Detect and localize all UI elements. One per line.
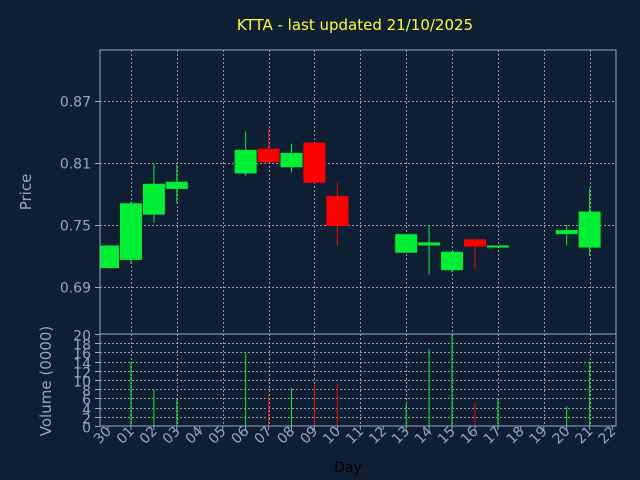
price-tick-label: 0.87 bbox=[60, 95, 91, 111]
volume-tick-label: 20 bbox=[73, 329, 91, 345]
volume-tick-label: 10 bbox=[73, 375, 91, 391]
candle-body bbox=[578, 211, 601, 248]
candle-body bbox=[555, 230, 578, 235]
candles bbox=[100, 129, 601, 275]
candle-body bbox=[165, 181, 188, 189]
candle-body bbox=[395, 234, 418, 253]
candle-body bbox=[119, 203, 142, 260]
volume-tick-label: 0 bbox=[82, 421, 91, 437]
volume-axis-label: Volume (0000) bbox=[37, 326, 55, 436]
candle-body bbox=[142, 183, 165, 215]
candle-body bbox=[234, 149, 257, 174]
volume-tick-label: 18 bbox=[73, 338, 91, 354]
price-tick-label: 0.75 bbox=[60, 219, 91, 235]
volume-bars bbox=[130, 334, 591, 426]
price-tick-label: 0.69 bbox=[60, 281, 91, 297]
candle-body bbox=[303, 142, 326, 183]
candle-body bbox=[280, 152, 303, 168]
candle-body bbox=[441, 251, 464, 271]
volume-tick-label: 16 bbox=[73, 347, 91, 363]
volume-tick-label: 14 bbox=[73, 357, 91, 373]
day-axis-tick-labels: 30 01 02 03 04 05 06 07 08 09 10 11 12 13 14 15 16 17 18 19… bbox=[91, 423, 619, 447]
volume-tick-label: 2 bbox=[82, 412, 91, 428]
day-axis-label: Day bbox=[334, 460, 362, 476]
price-grid bbox=[100, 50, 616, 334]
volume-tick-label: 8 bbox=[82, 384, 91, 400]
volume-tick-label: 12 bbox=[73, 366, 91, 382]
price-tick-label: 0.81 bbox=[60, 157, 91, 173]
price-axis-label: Price bbox=[17, 174, 35, 211]
volume-tick-label: 6 bbox=[82, 393, 91, 409]
candle-body bbox=[463, 239, 486, 247]
candle-body bbox=[486, 245, 509, 248]
candle-body bbox=[100, 245, 120, 269]
chart-title: KTTA - last updated 21/10/2025 bbox=[237, 16, 473, 34]
volume-tick-label: 4 bbox=[82, 403, 91, 419]
candle-body bbox=[257, 148, 280, 163]
price-axis-tick-labels: 0.69 0.75 0.81 0.87 bbox=[60, 95, 100, 297]
candle-body bbox=[326, 196, 349, 226]
candle-body bbox=[418, 242, 441, 246]
